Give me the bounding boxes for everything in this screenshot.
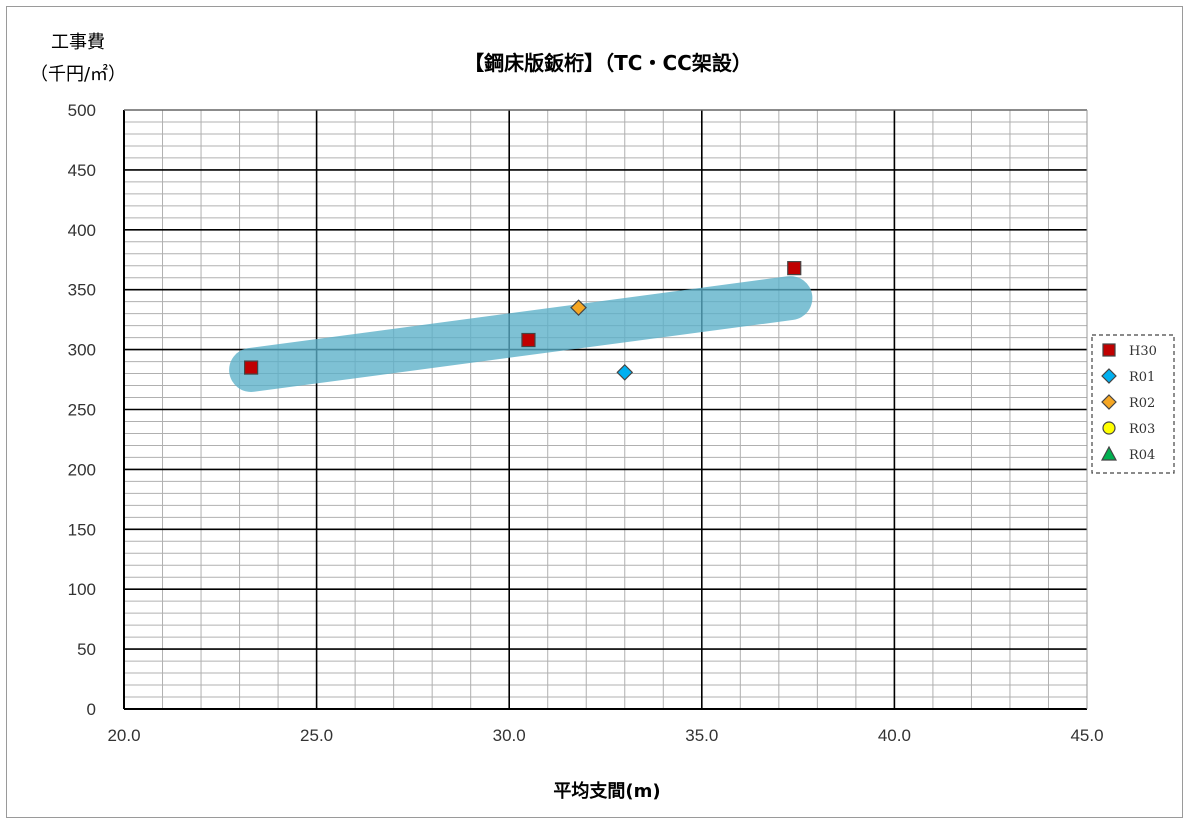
y-tick-label: 150 <box>68 520 96 539</box>
data-point-r02 <box>570 299 587 317</box>
major-grid <box>124 109 1087 709</box>
legend-label-r02: R02 <box>1129 396 1155 411</box>
data-point-h30 <box>787 261 802 276</box>
x-tick-label: 20.0 <box>107 726 140 745</box>
y-tick-label: 400 <box>68 221 96 240</box>
x-axis-label: 平均支間(m) <box>553 780 660 802</box>
y-tick-label: 300 <box>68 341 96 360</box>
legend-marker-r04 <box>1100 445 1118 461</box>
y-tick-label: 100 <box>68 580 96 599</box>
trend-band <box>229 276 813 392</box>
y-axis-label-line1: 工事費 <box>51 32 105 53</box>
y-tick-label: 250 <box>68 401 96 420</box>
legend-marker-r02 <box>1101 394 1117 410</box>
tick-labels: 0 50 100 150 200 250 300 350 400 450 500 20.0 25.0 30… <box>68 101 1104 745</box>
legend: H30 R01 R02 R03 R04 <box>1091 334 1175 474</box>
data-point-r01 <box>616 364 634 381</box>
legend-label-r01: R01 <box>1129 370 1155 385</box>
x-tick-label: 45.0 <box>1070 726 1103 745</box>
y-tick-label: 450 <box>68 161 96 180</box>
x-tick-label: 30.0 <box>493 726 526 745</box>
y-tick-label: 200 <box>68 460 96 479</box>
y-tick-label: 350 <box>68 281 96 300</box>
legend-marker-r01 <box>1101 368 1117 384</box>
axes <box>123 109 1088 710</box>
y-tick-label: 500 <box>68 101 96 120</box>
x-tick-label: 25.0 <box>300 726 333 745</box>
data-point-h30 <box>521 332 536 348</box>
legend-marker-r03 <box>1102 421 1116 435</box>
y-axis-label-line2: （千円/㎡） <box>30 63 126 85</box>
chart-title: 【鋼床版鈑桁】（TC・CC架設） <box>464 51 752 75</box>
legend-label-h30: H30 <box>1129 344 1157 359</box>
minor-grid <box>124 110 1087 709</box>
x-tick-label: 40.0 <box>878 726 911 745</box>
y-tick-label: 0 <box>87 700 96 719</box>
y-tick-label: 50 <box>77 640 96 659</box>
trend-band-shape <box>229 276 813 392</box>
legend-marker-h30 <box>1102 343 1116 357</box>
data-point-h30 <box>244 360 259 375</box>
x-tick-label: 35.0 <box>685 726 718 745</box>
legend-label-r03: R03 <box>1129 422 1155 437</box>
data-points <box>244 261 802 381</box>
legend-label-r04: R04 <box>1129 448 1155 463</box>
chart-frame <box>6 6 1183 818</box>
